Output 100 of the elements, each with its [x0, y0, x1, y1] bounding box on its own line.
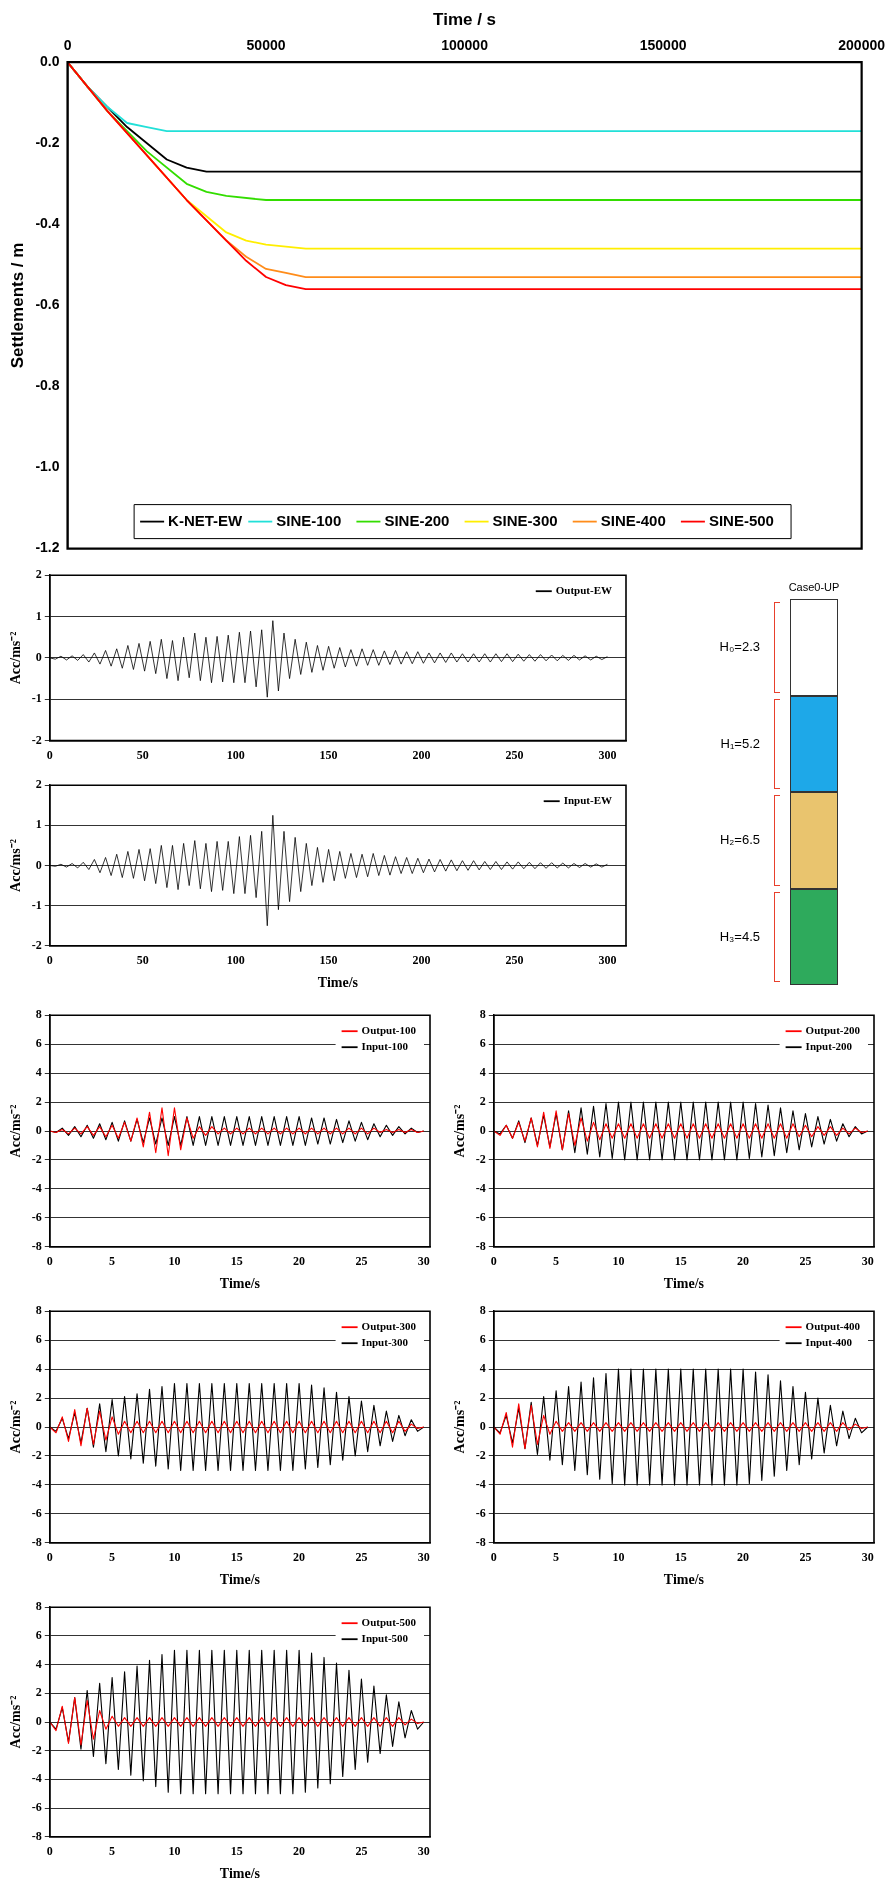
x-tick-label: 25 — [355, 1550, 368, 1565]
y-tick-label: -1.0 — [35, 458, 60, 475]
x-tick-label: 30 — [417, 1844, 430, 1859]
y-tick-label: -1.2 — [35, 539, 60, 556]
y-tick-label: 2 — [35, 777, 42, 792]
legend-label: Input-200 — [805, 1040, 853, 1053]
y-tick-label: 8 — [479, 1007, 486, 1022]
legend-label: Input-500 — [361, 1632, 409, 1645]
y-tick-label: -4 — [475, 1180, 486, 1195]
y-tick-label: -4 — [31, 1771, 42, 1786]
legend-label: Input-EW — [563, 794, 612, 807]
legend-label: SINE-200 — [384, 511, 450, 529]
x-tick-label: 200000 — [838, 36, 886, 53]
x-tick-label: 20 — [293, 1550, 306, 1565]
x-axis-title: Time/s — [317, 975, 359, 991]
x-tick-label: 30 — [861, 1550, 874, 1565]
y-tick-label: 8 — [35, 1007, 42, 1022]
legend-label: SINE-400 — [600, 511, 666, 529]
y-axis-title: Acc/ms⁻² — [8, 1400, 24, 1454]
legend-label: K-NET-EW — [168, 511, 244, 529]
x-tick-label: 10 — [168, 1844, 181, 1859]
y-tick-label: -4 — [31, 1476, 42, 1491]
y-tick-label: -1 — [31, 691, 42, 706]
y-tick-label: -2 — [31, 1742, 42, 1757]
x-tick-label: 15 — [230, 1550, 243, 1565]
legend-label: Output-300 — [361, 1320, 417, 1333]
x-tick-label: 300 — [598, 747, 617, 762]
x-tick-label: 50 — [136, 953, 149, 968]
x-tick-label: 100 — [226, 953, 245, 968]
x-tick-label: 25 — [799, 1254, 812, 1269]
x-tick-label: 15 — [230, 1844, 243, 1859]
y-tick-label: 6 — [35, 1036, 42, 1051]
x-tick-label: 10 — [168, 1550, 181, 1565]
x-tick-label: 20 — [737, 1254, 750, 1269]
x-tick-label: 100 — [226, 747, 245, 762]
category-label: H₃=4.5 — [718, 927, 760, 946]
x-tick-label: 300 — [598, 953, 617, 968]
x-tick-label: 10 — [612, 1550, 625, 1565]
y-axis-title: Acc/ms⁻² — [8, 1104, 24, 1158]
x-tick-label: 5 — [109, 1844, 116, 1859]
y-tick-label: -4 — [475, 1476, 486, 1491]
y-tick-label: 6 — [35, 1332, 42, 1347]
y-tick-label: 0 — [35, 1714, 42, 1729]
y-tick-label: 4 — [35, 1065, 42, 1080]
legend-label: Input-100 — [361, 1040, 409, 1053]
x-tick-label: 50000 — [246, 36, 286, 53]
x-axis-title: Time/s — [219, 1572, 261, 1588]
legend-label: SINE-100 — [276, 511, 342, 529]
legend-label: Input-300 — [361, 1336, 409, 1349]
x-axis-title: Time/s — [663, 1276, 705, 1292]
y-tick-label: -8 — [475, 1238, 486, 1253]
y-axis-title: Acc/ms⁻² — [8, 839, 24, 892]
y-axis-title: Acc/ms⁻² — [8, 631, 24, 685]
y-tick-label: -2 — [31, 937, 42, 952]
y-tick-label: 1 — [35, 817, 42, 832]
x-tick-label: 10 — [168, 1254, 181, 1269]
x-tick-label: 5 — [109, 1254, 116, 1269]
y-tick-label: 4 — [35, 1361, 42, 1376]
y-tick-label: 6 — [479, 1332, 486, 1347]
y-tick-label: 6 — [479, 1036, 486, 1051]
y-tick-label: -8 — [31, 1238, 42, 1253]
y-tick-label: -2 — [31, 1152, 42, 1167]
x-tick-label: 0 — [490, 1254, 497, 1269]
legend-label: Output-EW — [555, 584, 613, 597]
category-label: H₂=6.5 — [718, 831, 760, 850]
y-tick-label: 4 — [479, 1361, 486, 1376]
x-tick-label: 0 — [63, 36, 72, 53]
text: Case0-UP — [787, 581, 841, 593]
y-tick-label: 0 — [479, 1123, 486, 1138]
y-tick-label: 2 — [479, 1390, 486, 1405]
y-tick-label: -0.4 — [35, 215, 60, 232]
x-axis-title: Time / s — [433, 9, 497, 29]
y-tick-label: 2 — [35, 567, 42, 582]
legend-label: Output-400 — [805, 1320, 861, 1333]
x-tick-label: 250 — [505, 747, 524, 762]
legend-label: Output-500 — [361, 1616, 417, 1629]
x-tick-label: 10 — [612, 1254, 625, 1269]
y-tick-label: -2 — [475, 1152, 486, 1167]
category-label: H₁=5.2 — [719, 734, 760, 753]
y-tick-label: -6 — [31, 1800, 42, 1815]
x-tick-label: 15 — [230, 1254, 243, 1269]
y-axis-title: Acc/ms⁻² — [452, 1104, 468, 1158]
x-tick-label: 30 — [417, 1550, 430, 1565]
x-tick-label: 30 — [861, 1254, 874, 1269]
y-axis-title: Acc/ms⁻² — [452, 1400, 468, 1454]
legend-label: Input-400 — [805, 1336, 853, 1349]
x-tick-label: 150000 — [639, 36, 687, 53]
x-tick-label: 50 — [136, 747, 149, 762]
y-tick-label: 4 — [479, 1065, 486, 1080]
y-tick-label: -0.2 — [35, 134, 60, 151]
y-tick-label: -2 — [475, 1448, 486, 1463]
y-tick-label: -6 — [31, 1505, 42, 1520]
x-axis-title: Time/s — [219, 1866, 261, 1882]
y-tick-label: -0.8 — [35, 377, 60, 394]
y-tick-label: -1 — [31, 897, 42, 912]
y-tick-label: 0 — [35, 1123, 42, 1138]
x-tick-label: 250 — [505, 953, 524, 968]
x-tick-label: 150 — [319, 747, 338, 762]
y-tick-label: 0 — [35, 857, 42, 872]
y-tick-label: 0 — [35, 1419, 42, 1434]
